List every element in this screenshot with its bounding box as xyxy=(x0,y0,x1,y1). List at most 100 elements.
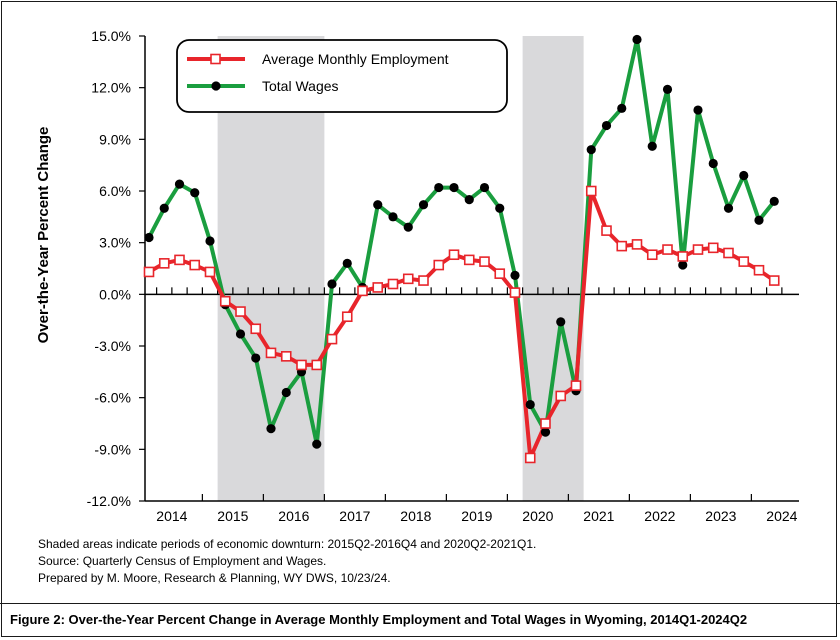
employment-point xyxy=(235,306,246,317)
x-tick-label: 2016 xyxy=(278,508,309,524)
wages-point xyxy=(418,200,429,210)
wages-point xyxy=(510,270,520,280)
legend: Average Monthly Employment Total Wages xyxy=(176,39,508,113)
employment-point xyxy=(280,351,292,362)
x-tick-label: 2014 xyxy=(156,508,187,524)
y-tick-label: -12.0% xyxy=(87,493,131,509)
wages-point xyxy=(403,222,413,232)
y-tick-label: 0.0% xyxy=(99,286,131,302)
y-axis-ticks: 15.0% 12.0% 9.0% 6.0% 3.0% 0.0% -3.0% -6.0% -9.0… xyxy=(87,28,146,509)
note-shaded-areas: Shaded areas indicate periods of economi… xyxy=(38,537,537,551)
wages-point xyxy=(388,212,398,222)
line-chart: 15.0% 12.0% 9.0% 6.0% 3.0% 0.0% -3.0% -6.0% -9.0… xyxy=(35,28,799,524)
employment-point xyxy=(585,185,597,197)
wages-point xyxy=(434,182,444,193)
employment-point xyxy=(738,256,750,267)
employment-point xyxy=(509,287,521,298)
x-axis: 2014 2015 2016 2017 2018 2019 2020 2021 2022 2023… xyxy=(145,287,799,524)
wages-point xyxy=(769,196,779,206)
series-lines xyxy=(143,34,780,464)
wages-point xyxy=(266,424,276,434)
wages-point xyxy=(144,232,154,243)
legend-label: Total Wages xyxy=(262,78,339,94)
wages-point xyxy=(281,387,291,398)
note-prepared-by: Prepared by M. Moore, Research & Plannin… xyxy=(38,571,391,585)
employment-point xyxy=(174,254,185,266)
wages-point xyxy=(495,203,505,213)
employment-point xyxy=(265,347,277,359)
wages-point xyxy=(617,103,627,113)
x-tick-label: 2018 xyxy=(400,508,431,524)
y-tick-label: 9.0% xyxy=(99,131,131,147)
employment-point xyxy=(204,266,216,278)
wages-point xyxy=(464,195,474,205)
employment-point xyxy=(555,390,567,402)
employment-point xyxy=(387,278,399,290)
x-tick-label: 2019 xyxy=(461,508,492,524)
y-axis-label: Over-the-Year Percent Change xyxy=(35,127,52,344)
legend-box xyxy=(176,39,508,113)
employment-point xyxy=(326,333,338,345)
employment-point xyxy=(250,323,262,335)
wages-point xyxy=(678,260,688,270)
wages-point xyxy=(251,353,261,363)
y-tick-label: 15.0% xyxy=(91,28,131,44)
note-source: Source: Quarterly Census of Employment a… xyxy=(38,554,327,568)
caption-separator xyxy=(0,603,840,604)
wages-point xyxy=(312,439,322,449)
employment-point xyxy=(570,380,582,391)
employment-point xyxy=(677,251,689,262)
employment-point xyxy=(219,295,231,307)
wages-point xyxy=(190,188,200,198)
wages-point xyxy=(159,203,169,213)
wages-point xyxy=(327,279,337,289)
x-tick-label: 2021 xyxy=(583,508,614,524)
y-tick-label: 6.0% xyxy=(99,183,131,199)
x-tick-label: 2024 xyxy=(766,508,797,524)
employment-point xyxy=(418,275,429,286)
wages-point xyxy=(647,141,657,151)
employment-point xyxy=(433,259,445,271)
wages-line xyxy=(147,37,777,447)
employment-point xyxy=(662,244,673,255)
employment-point xyxy=(372,282,384,293)
employment-point xyxy=(357,285,368,297)
employment-point xyxy=(189,259,201,271)
employment-point xyxy=(723,247,734,259)
employment-point xyxy=(448,249,460,261)
wages-point xyxy=(235,329,246,339)
employment-point xyxy=(402,273,414,285)
wages-point xyxy=(449,182,459,193)
y-tick-label: -9.0% xyxy=(94,441,131,457)
wages-point xyxy=(205,236,215,246)
employment-point xyxy=(463,254,475,266)
y-tick-label: 3.0% xyxy=(99,235,131,251)
wages-point xyxy=(540,427,551,437)
legend-label: Average Monthly Employment xyxy=(262,51,449,67)
wages-point xyxy=(723,203,734,213)
y-tick-label: -3.0% xyxy=(94,338,131,354)
wages-point xyxy=(525,399,535,410)
wages-point xyxy=(174,179,185,189)
wages-point xyxy=(342,258,352,268)
x-tick-label: 2022 xyxy=(644,508,675,524)
employment-point xyxy=(631,239,643,250)
y-tick-label: 12.0% xyxy=(91,80,131,96)
wages-point xyxy=(662,84,673,94)
employment-point xyxy=(296,359,307,371)
employment-point xyxy=(479,256,490,267)
legend-marker xyxy=(210,53,221,65)
employment-point xyxy=(494,268,506,279)
x-tick-label: 2015 xyxy=(217,508,248,524)
employment-point xyxy=(158,258,170,269)
figure-caption: Figure 2: Over-the-Year Percent Change i… xyxy=(10,612,748,627)
wages-point xyxy=(479,182,490,193)
wages-point xyxy=(693,105,703,115)
wages-point xyxy=(373,200,383,210)
wages-point xyxy=(754,215,764,225)
downturn-band-2 xyxy=(522,36,584,501)
wages-point xyxy=(601,120,612,131)
employment-point xyxy=(524,452,536,464)
x-tick-label: 2023 xyxy=(705,508,736,524)
